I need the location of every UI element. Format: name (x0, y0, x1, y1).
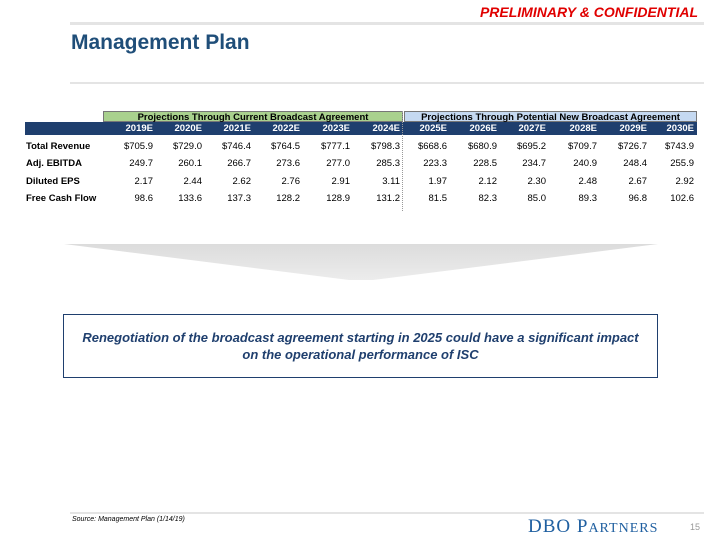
table-cell: $668.6 (417, 141, 447, 152)
row-label: Total Revenue (26, 141, 91, 152)
table-cell: 2.48 (578, 176, 598, 187)
table-cell: $798.3 (370, 141, 400, 152)
table-cell: 260.1 (178, 158, 202, 169)
table-cell: $777.1 (320, 141, 350, 152)
table-cell: 2.76 (281, 176, 301, 187)
year-header: 2021E (223, 123, 251, 134)
table-cell: $729.0 (172, 141, 202, 152)
table-cell: $705.9 (123, 141, 153, 152)
table-cell: 240.9 (573, 158, 597, 169)
table-cell: 98.6 (134, 193, 154, 204)
table-cell: 82.3 (478, 193, 498, 204)
table-cell: 2.67 (628, 176, 648, 187)
table-cell: 255.9 (670, 158, 694, 169)
table-cell: 248.4 (623, 158, 647, 169)
table-cell: $726.7 (617, 141, 647, 152)
down-arrow-shape (64, 244, 658, 280)
divider (70, 22, 704, 25)
table-cell: 81.5 (428, 193, 448, 204)
source-note: Source: Management Plan (1/14/19) (72, 516, 185, 523)
table-cell: 2.92 (675, 176, 695, 187)
table-cell: 2.12 (478, 176, 498, 187)
table-cell: 131.2 (376, 193, 400, 204)
page-title: Management Plan (71, 31, 250, 54)
row-label: Diluted EPS (26, 176, 80, 187)
table-cell: 2.44 (183, 176, 203, 187)
year-header: 2022E (272, 123, 300, 134)
table-cell: $764.5 (270, 141, 300, 152)
confidential-label: PRELIMINARY & CONFIDENTIAL (479, 4, 698, 20)
table-cell: 266.7 (227, 158, 251, 169)
page-number: 15 (690, 522, 701, 532)
table-cell: 223.3 (423, 158, 447, 169)
group-separator (402, 111, 403, 211)
callout-box: Renegotiation of the broadcast agreement… (63, 314, 658, 378)
dbo-partners-logo: DBO PARTNERS (528, 516, 659, 537)
table-cell: 2.91 (331, 176, 351, 187)
table-cell: 133.6 (178, 193, 202, 204)
table-cell: 102.6 (670, 193, 694, 204)
table-cell: 277.0 (326, 158, 350, 169)
table-cell: $743.9 (664, 141, 694, 152)
table-cell: $695.2 (516, 141, 546, 152)
year-header: 2028E (569, 123, 597, 134)
year-header: 2029E (619, 123, 647, 134)
table-cell: 89.3 (578, 193, 598, 204)
year-header: 2024E (372, 123, 400, 134)
table-cell: 1.97 (428, 176, 448, 187)
table-cell: 96.8 (628, 193, 648, 204)
table-cell: 234.7 (522, 158, 546, 169)
year-header: 2019E (125, 123, 153, 134)
table-cell: 2.17 (134, 176, 154, 187)
row-label: Free Cash Flow (26, 193, 97, 204)
divider (70, 82, 704, 84)
year-header-band (25, 122, 697, 135)
year-header: 2025E (419, 123, 447, 134)
table-cell: 273.6 (276, 158, 300, 169)
group-header-new: Projections Through Potential New Broadc… (404, 111, 697, 123)
year-header: 2026E (469, 123, 497, 134)
table-cell: $709.7 (567, 141, 597, 152)
divider (70, 512, 704, 514)
table-cell: 137.3 (227, 193, 251, 204)
table-cell: 2.62 (232, 176, 252, 187)
table-cell: 2.30 (527, 176, 547, 187)
table-cell: 128.9 (326, 193, 350, 204)
year-header: 2020E (174, 123, 202, 134)
table-cell: 3.11 (382, 176, 400, 187)
table-cell: $746.4 (221, 141, 251, 152)
group-header-current: Projections Through Current Broadcast Ag… (103, 111, 403, 123)
year-header: 2023E (322, 123, 350, 134)
table-cell: 249.7 (129, 158, 153, 169)
table-cell: $680.9 (467, 141, 497, 152)
table-cell: 285.3 (376, 158, 400, 169)
table-cell: 228.5 (473, 158, 497, 169)
table-cell: 128.2 (276, 193, 300, 204)
callout-text: Renegotiation of the broadcast agreement… (82, 330, 639, 362)
row-label: Adj. EBITDA (26, 158, 82, 169)
year-header: 2027E (518, 123, 546, 134)
year-header: 2030E (666, 123, 694, 134)
table-cell: 85.0 (527, 193, 547, 204)
